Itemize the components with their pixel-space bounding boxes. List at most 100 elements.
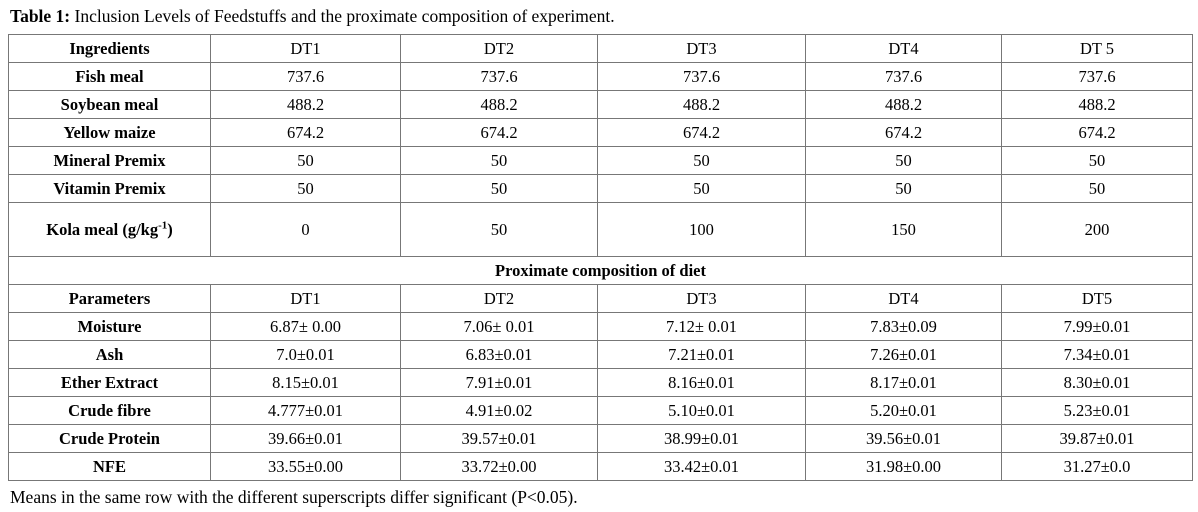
cell-value: 737.6 [400,62,598,91]
cell-value: 50 [400,146,598,175]
header-dt1: DT1 [210,284,401,313]
row-label: Fish meal [8,62,211,91]
row-label: Moisture [8,312,211,341]
table-row-kola-meal: Kola meal (g/kg-1) 0 50 100 150 200 [8,202,1193,257]
header-dt5: DT 5 [1001,34,1193,63]
parameters-header-row: Parameters DT1 DT2 DT3 DT4 DT5 [8,284,1193,313]
cell-value: 6.83±0.01 [400,340,598,369]
table-row-crude-protein: Crude Protein 39.66±0.01 39.57±0.01 38.9… [8,424,1193,453]
cell-value: 5.20±0.01 [805,396,1002,425]
cell-value: 737.6 [210,62,401,91]
ingredients-header-row: Ingredients DT1 DT2 DT3 DT4 DT 5 [8,34,1193,63]
cell-value: 50 [400,174,598,203]
cell-value: 4.777±0.01 [210,396,401,425]
cell-value: 737.6 [597,62,806,91]
row-label: NFE [8,452,211,481]
cell-value: 674.2 [805,118,1002,147]
cell-value: 8.16±0.01 [597,368,806,397]
cell-value: 674.2 [597,118,806,147]
kola-label-close: ) [167,219,173,239]
cell-value: 50 [805,174,1002,203]
cell-value: 100 [597,202,806,257]
cell-value: 39.66±0.01 [210,424,401,453]
header-dt1: DT1 [210,34,401,63]
table-row-ether-extract: Ether Extract 8.15±0.01 7.91±0.01 8.16±0… [8,368,1193,397]
table-row-fish-meal: Fish meal 737.6 737.6 737.6 737.6 737.6 [8,62,1193,91]
cell-value: 6.87± 0.00 [210,312,401,341]
kola-label-superscript: -1 [158,219,168,231]
row-label: Yellow maize [8,118,211,147]
table-caption-label: Table 1: [10,6,71,26]
row-label: Crude Protein [8,424,211,453]
cell-value: 488.2 [597,90,806,119]
table-caption-text: Inclusion Levels of Feedstuffs and the p… [70,6,615,26]
header-dt4: DT4 [805,284,1002,313]
table-caption: Table 1: Inclusion Levels of Feedstuffs … [10,6,1192,27]
table-row-soybean-meal: Soybean meal 488.2 488.2 488.2 488.2 488… [8,90,1193,119]
header-dt3: DT3 [597,284,806,313]
cell-value: 674.2 [400,118,598,147]
cell-value: 39.56±0.01 [805,424,1002,453]
header-dt2: DT2 [400,284,598,313]
cell-value: 737.6 [805,62,1002,91]
cell-value: 31.27±0.0 [1001,452,1193,481]
cell-value: 50 [597,174,806,203]
cell-value: 50 [1001,174,1193,203]
cell-value: 8.30±0.01 [1001,368,1193,397]
table-row-crude-fibre: Crude fibre 4.777±0.01 4.91±0.02 5.10±0.… [8,396,1193,425]
table-row-moisture: Moisture 6.87± 0.00 7.06± 0.01 7.12± 0.0… [8,312,1193,341]
cell-value: 33.42±0.01 [597,452,806,481]
mid-header-title: Proximate composition of diet [8,256,1193,285]
row-label: Mineral Premix [8,146,211,175]
cell-value: 50 [400,202,598,257]
cell-value: 39.87±0.01 [1001,424,1193,453]
feedstuff-composition-table: Ingredients DT1 DT2 DT3 DT4 DT 5 Fish me… [8,34,1193,481]
cell-value: 33.72±0.00 [400,452,598,481]
cell-value: 7.83±0.09 [805,312,1002,341]
cell-value: 4.91±0.02 [400,396,598,425]
cell-value: 200 [1001,202,1193,257]
header-ingredients: Ingredients [8,34,211,63]
row-label: Vitamin Premix [8,174,211,203]
cell-value: 7.12± 0.01 [597,312,806,341]
cell-value: 7.21±0.01 [597,340,806,369]
cell-value: 674.2 [1001,118,1193,147]
mid-header-row: Proximate composition of diet [8,256,1193,285]
table-row-mineral-premix: Mineral Premix 50 50 50 50 50 [8,146,1193,175]
cell-value: 674.2 [210,118,401,147]
cell-value: 488.2 [400,90,598,119]
header-dt2: DT2 [400,34,598,63]
header-dt5: DT5 [1001,284,1193,313]
cell-value: 488.2 [210,90,401,119]
cell-value: 50 [805,146,1002,175]
header-dt3: DT3 [597,34,806,63]
cell-value: 0 [210,202,401,257]
row-label: Ash [8,340,211,369]
cell-value: 5.10±0.01 [597,396,806,425]
header-parameters: Parameters [8,284,211,313]
row-label: Ether Extract [8,368,211,397]
cell-value: 7.06± 0.01 [400,312,598,341]
cell-value: 31.98±0.00 [805,452,1002,481]
header-dt4: DT4 [805,34,1002,63]
cell-value: 488.2 [805,90,1002,119]
cell-value: 50 [1001,146,1193,175]
cell-value: 150 [805,202,1002,257]
cell-value: 50 [597,146,806,175]
row-label: Soybean meal [8,90,211,119]
table-row-yellow-maize: Yellow maize 674.2 674.2 674.2 674.2 674… [8,118,1193,147]
table-row-vitamin-premix: Vitamin Premix 50 50 50 50 50 [8,174,1193,203]
cell-value: 8.15±0.01 [210,368,401,397]
row-label: Kola meal (g/kg-1) [8,202,211,257]
cell-value: 7.99±0.01 [1001,312,1193,341]
cell-value: 737.6 [1001,62,1193,91]
kola-label-text: Kola meal (g/kg [46,219,159,239]
cell-value: 7.26±0.01 [805,340,1002,369]
cell-value: 5.23±0.01 [1001,396,1193,425]
cell-value: 50 [210,146,401,175]
table-row-ash: Ash 7.0±0.01 6.83±0.01 7.21±0.01 7.26±0.… [8,340,1193,369]
cell-value: 8.17±0.01 [805,368,1002,397]
cell-value: 488.2 [1001,90,1193,119]
table-footnote: Means in the same row with the different… [10,487,578,507]
